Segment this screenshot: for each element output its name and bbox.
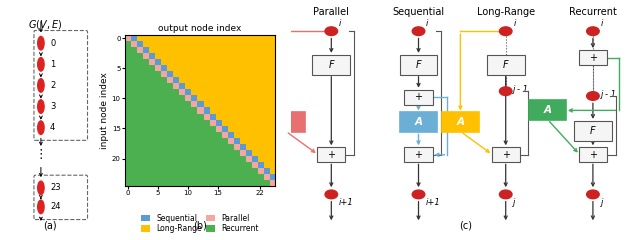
Circle shape — [325, 27, 337, 36]
Text: i: i — [339, 19, 341, 28]
Text: j - 1: j - 1 — [600, 90, 616, 99]
Text: Sequential: Sequential — [392, 7, 445, 17]
Text: 24: 24 — [50, 202, 61, 211]
Text: Recurrent: Recurrent — [569, 7, 617, 17]
Text: Long-Range: Long-Range — [477, 7, 535, 17]
Circle shape — [587, 27, 599, 36]
FancyBboxPatch shape — [312, 55, 350, 75]
Text: i: i — [426, 19, 429, 28]
Text: (a): (a) — [43, 220, 57, 230]
Text: 4: 4 — [50, 123, 55, 132]
FancyBboxPatch shape — [579, 50, 607, 65]
Text: 2: 2 — [50, 81, 55, 90]
Text: F: F — [416, 60, 421, 70]
Circle shape — [38, 200, 44, 214]
Circle shape — [499, 27, 512, 36]
Text: i+1: i+1 — [339, 198, 354, 207]
Circle shape — [412, 190, 425, 199]
Text: +: + — [327, 150, 335, 160]
Text: +: + — [415, 150, 422, 160]
FancyBboxPatch shape — [487, 55, 525, 75]
Text: j: j — [600, 198, 603, 207]
Text: F: F — [328, 60, 334, 70]
Circle shape — [38, 58, 44, 71]
FancyBboxPatch shape — [529, 100, 566, 120]
Text: 3: 3 — [50, 102, 56, 111]
Text: +: + — [502, 150, 509, 160]
FancyBboxPatch shape — [404, 90, 433, 105]
Text: A: A — [415, 117, 422, 127]
Circle shape — [412, 27, 425, 36]
Text: i: i — [513, 19, 516, 28]
Circle shape — [499, 190, 512, 199]
Text: F: F — [590, 126, 596, 136]
Text: A: A — [456, 117, 465, 127]
Text: +: + — [415, 92, 422, 102]
Text: $G(V, E)$: $G(V, E)$ — [28, 18, 62, 31]
Text: 1: 1 — [50, 60, 55, 69]
Title: output node index: output node index — [158, 24, 242, 33]
Text: i: i — [600, 19, 603, 28]
Circle shape — [587, 92, 599, 100]
Text: A: A — [543, 105, 552, 115]
Circle shape — [325, 190, 337, 199]
Text: F: F — [503, 60, 509, 70]
FancyBboxPatch shape — [399, 55, 437, 75]
Circle shape — [499, 87, 512, 96]
Circle shape — [38, 79, 44, 92]
Circle shape — [587, 190, 599, 199]
Text: i+1: i+1 — [426, 198, 441, 207]
Circle shape — [38, 36, 44, 50]
Text: A: A — [282, 117, 290, 127]
FancyBboxPatch shape — [442, 112, 479, 132]
FancyBboxPatch shape — [574, 121, 612, 141]
Text: 23: 23 — [50, 183, 61, 192]
Y-axis label: input node index: input node index — [100, 72, 109, 149]
FancyBboxPatch shape — [492, 147, 520, 162]
Text: ⋮: ⋮ — [35, 148, 47, 161]
Text: +: + — [589, 150, 597, 160]
Text: 0: 0 — [50, 39, 55, 48]
FancyBboxPatch shape — [404, 147, 433, 162]
FancyBboxPatch shape — [579, 147, 607, 162]
Circle shape — [38, 181, 44, 195]
Text: j: j — [513, 198, 516, 207]
Legend: Sequential, Long-Range, Parallel, Recurrent: Sequential, Long-Range, Parallel, Recurr… — [138, 210, 262, 236]
Text: Parallel: Parallel — [314, 7, 349, 17]
Text: (b): (b) — [193, 220, 207, 230]
FancyBboxPatch shape — [399, 112, 437, 132]
Text: +: + — [589, 53, 597, 63]
Text: j - 1: j - 1 — [513, 85, 529, 95]
Circle shape — [38, 100, 44, 113]
FancyBboxPatch shape — [267, 112, 305, 132]
FancyBboxPatch shape — [317, 147, 346, 162]
Circle shape — [38, 121, 44, 134]
Text: (c): (c) — [460, 220, 472, 230]
